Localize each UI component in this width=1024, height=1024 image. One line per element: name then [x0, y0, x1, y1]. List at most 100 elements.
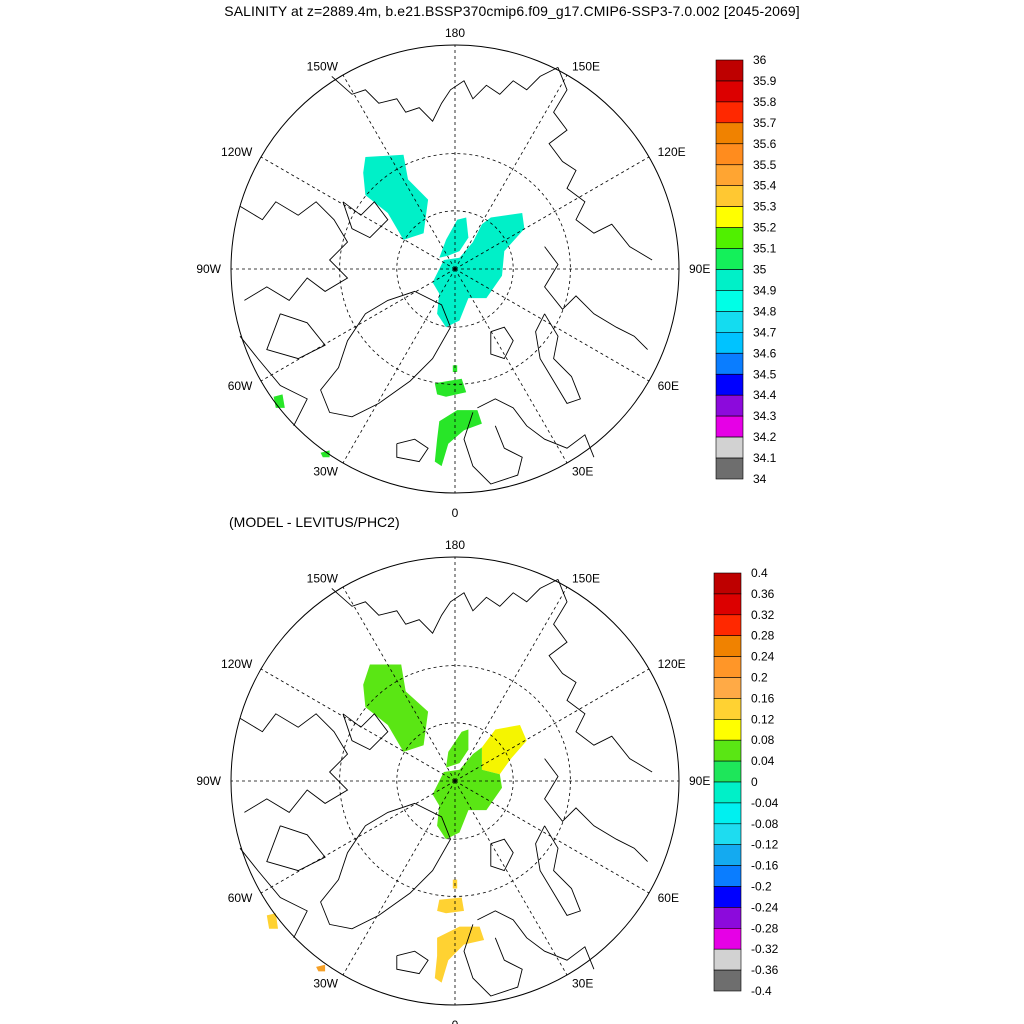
latitude-circle-2 — [396, 210, 514, 328]
coastline-8 — [320, 802, 451, 930]
coastline-5 — [477, 910, 595, 970]
meridian-line — [342, 780, 456, 976]
colorbar-tick-label: 35.2 — [753, 221, 777, 235]
meridian-line — [454, 668, 650, 782]
meridian-line — [260, 268, 456, 382]
salinity-field-5 — [452, 365, 458, 372]
longitude-label: 120W — [221, 145, 253, 159]
colorbar-swatch — [715, 80, 744, 103]
colorbar-swatch — [713, 844, 742, 866]
colorbar-tick-label: 0.16 — [751, 691, 775, 705]
colorbar-tick-label: -0.36 — [751, 963, 779, 977]
difference-subtitle: (MODEL - LEVITUS/PHC2) — [229, 514, 400, 530]
meridian-line — [260, 156, 456, 270]
colorbar-swatch — [713, 677, 742, 699]
salinity-field-8 — [320, 450, 330, 458]
colorbar-tick-label: 35.6 — [753, 137, 777, 151]
colorbar-swatch — [713, 865, 742, 887]
longitude-label: 60E — [658, 379, 679, 393]
colorbar-tick-label: 0.12 — [751, 712, 775, 726]
colorbar-swatch — [713, 593, 742, 616]
colorbar-swatch — [715, 290, 744, 312]
meridian-line — [342, 74, 456, 270]
coastline-8 — [320, 290, 451, 418]
longitude-label: 90E — [689, 262, 710, 276]
colorbar-swatch — [713, 760, 742, 783]
longitude-label: 60E — [658, 891, 679, 905]
meridian-line — [342, 268, 456, 464]
longitude-label: 120W — [221, 657, 253, 671]
anomaly-field-5 — [437, 897, 464, 914]
coastline-10 — [239, 201, 349, 301]
map-boundary — [230, 44, 680, 494]
colorbar-tick-label: 36 — [753, 53, 767, 67]
colorbar-swatch — [715, 206, 744, 228]
colorbar-swatch — [715, 311, 744, 333]
colorbar-swatch — [715, 457, 744, 480]
colorbar-tick-label: -0.16 — [751, 859, 779, 873]
colorbar-swatch — [713, 823, 742, 845]
colorbar-tick-label: 35.9 — [753, 74, 777, 88]
longitude-label: 30E — [572, 465, 593, 479]
colorbar-tick-label: 0.04 — [751, 754, 775, 768]
colorbar-tick-label: 34.5 — [753, 367, 777, 381]
coastline-4 — [535, 825, 581, 916]
colorbar-tick-label: 35.4 — [753, 179, 777, 193]
anomaly-map-panel: 180 150E 120E 90E 60E 30E 0 30W 60W 90W 120W 150W — [196, 538, 710, 1024]
colorbar-tick-label: 34.6 — [753, 346, 777, 360]
longitude-label: 0 — [452, 506, 459, 520]
colorbar-tick-label: 0.28 — [751, 629, 775, 643]
longitude-label: 60W — [228, 379, 253, 393]
meridian-line — [454, 780, 568, 976]
colorbar-tick-label: 0.08 — [751, 733, 775, 747]
longitude-label: 30W — [313, 977, 338, 991]
colorbar-tick-label: 34.4 — [753, 388, 777, 402]
colorbar-swatch — [713, 948, 742, 971]
meridian-line — [260, 780, 456, 894]
anomaly-field-7 — [434, 926, 485, 983]
coastline-1 — [331, 66, 559, 122]
coastline-11 — [342, 201, 389, 239]
colorbar-swatch — [715, 394, 744, 417]
colorbar-tick-label: -0.04 — [751, 796, 779, 810]
colorbar-swatch — [715, 415, 744, 438]
colorbar-swatch — [715, 122, 744, 145]
colorbar-tick-label: 35 — [753, 263, 767, 277]
coastline-4 — [535, 313, 581, 404]
anomaly-field-1 — [363, 664, 429, 752]
meridian-line — [454, 780, 650, 894]
colorbar-swatch — [715, 164, 744, 187]
meridian-line — [342, 586, 456, 782]
colorbar-swatch — [713, 802, 742, 825]
colorbar-tick-label: 0.36 — [751, 587, 775, 601]
colorbar-swatch — [713, 927, 742, 950]
meridian-line — [454, 268, 650, 382]
coastline-13 — [239, 847, 308, 939]
colorbar-tick-label: -0.12 — [751, 838, 779, 852]
colorbar-swatch — [715, 331, 744, 354]
anomaly-field-4 — [446, 729, 469, 768]
coastline-9 — [396, 438, 429, 463]
colorbar-tick-label: 34.2 — [753, 430, 777, 444]
colorbar-tick-label: -0.24 — [751, 900, 779, 914]
colorbar-tick-label: 34.3 — [753, 409, 777, 423]
longitude-label: 120E — [658, 657, 686, 671]
colorbar-tick-label: 0.32 — [751, 608, 775, 622]
colorbar-tick-label: 34.9 — [753, 283, 777, 297]
colorbar-swatch — [713, 969, 742, 992]
meridian-line — [260, 668, 456, 782]
colorbar-swatch — [713, 886, 742, 908]
colorbar-tick-label: 0.4 — [751, 566, 768, 580]
colorbar-swatch — [715, 143, 744, 166]
colorbar-swatch — [713, 635, 742, 657]
coastline-10 — [239, 713, 349, 813]
salinity-field-1 — [363, 154, 429, 240]
colorbar-swatch — [713, 718, 742, 741]
colorbar-swatch — [713, 739, 742, 762]
longitude-label: 150W — [307, 59, 339, 73]
salinity-field-7 — [273, 394, 285, 408]
colorbar-tick-label: 34.7 — [753, 325, 777, 339]
longitude-label: 0 — [452, 1018, 459, 1024]
colorbar-tick-label: 0 — [751, 775, 758, 789]
